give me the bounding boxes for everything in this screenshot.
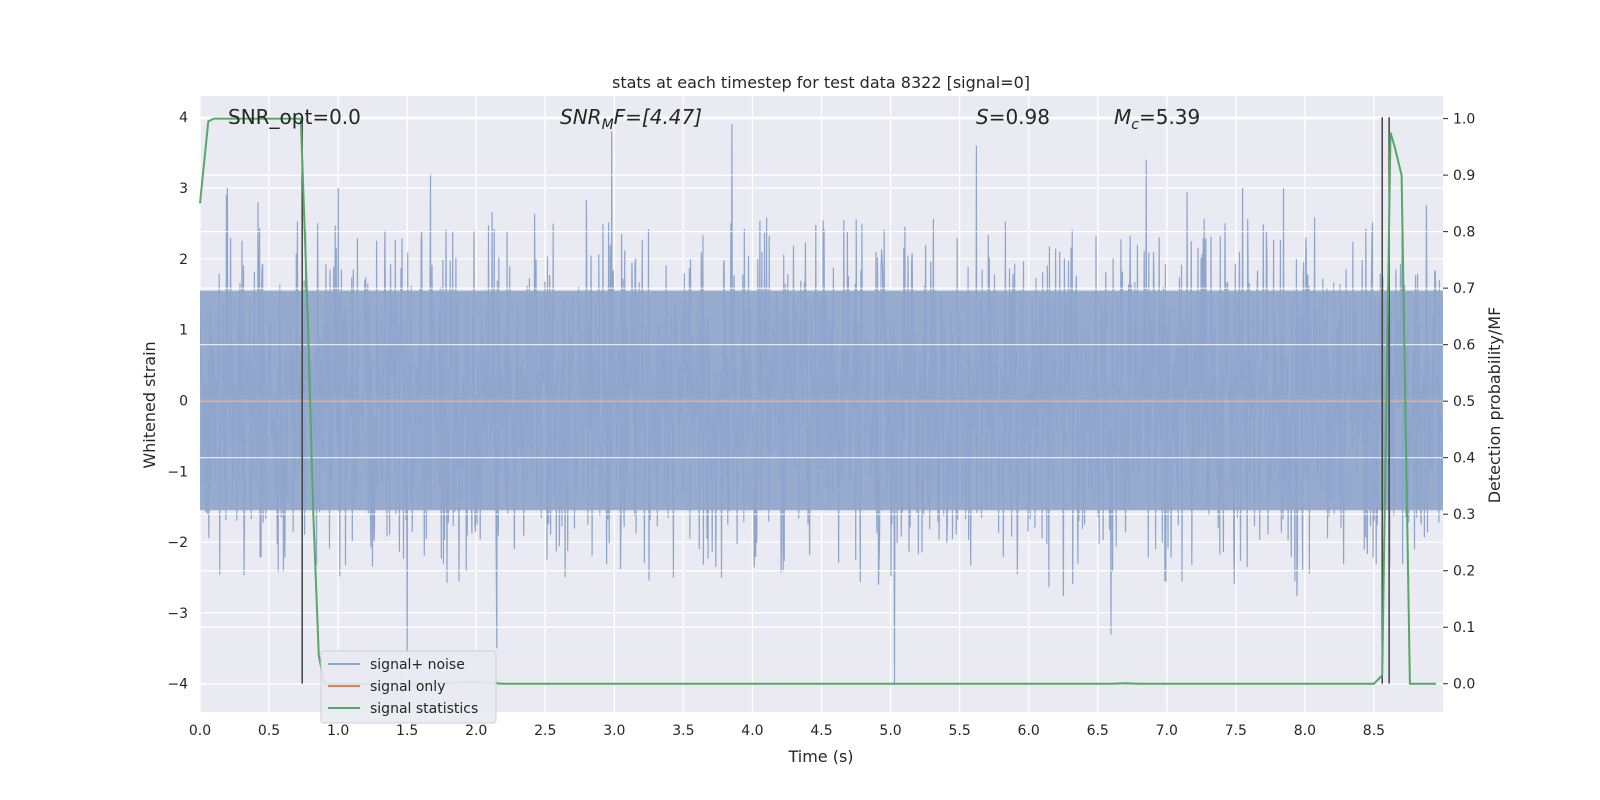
y-left-tick-label: −1 xyxy=(167,464,188,480)
y-axis-label-right: Detection probability/MF xyxy=(1485,307,1504,504)
x-tick-label: 4.0 xyxy=(741,723,763,739)
y-right-tick-label: 0.7 xyxy=(1453,281,1475,297)
y-right-tick-label: 0.1 xyxy=(1453,620,1475,636)
y-right-tick-label: 0.3 xyxy=(1453,507,1475,523)
y-left-tick-label: 4 xyxy=(179,110,188,126)
tick-labels: 0.0 0.5 1.0 1.5 2.0 2.5 3.0 3.5 4.0 4.5 5.0 5.5 6.0 6… xyxy=(167,110,1475,739)
annotation-s: S=0.98 xyxy=(976,105,1050,129)
x-tick-label: 0.0 xyxy=(189,723,211,739)
y-right-tick-label: 0.9 xyxy=(1453,168,1475,184)
x-tick-label: 3.5 xyxy=(672,723,694,739)
x-tick-label: 5.5 xyxy=(948,723,970,739)
x-axis-label: Time (s) xyxy=(787,747,853,766)
y-right-tick-label: 0.5 xyxy=(1453,394,1475,410)
y-left-tick-label: −3 xyxy=(167,606,188,622)
legend-box xyxy=(320,650,497,724)
y-right-tick-label: 0.6 xyxy=(1453,338,1475,354)
y-right-tick-label: 0.4 xyxy=(1453,451,1475,467)
x-tick-label: 6.0 xyxy=(1018,723,1040,739)
x-tick-label: 2.0 xyxy=(465,723,487,739)
x-tick-label: 5.0 xyxy=(879,723,901,739)
chart-title: stats at each timestep for test data 832… xyxy=(612,73,1030,92)
x-tick-label: 0.5 xyxy=(258,723,280,739)
y-right-tick-label: 1.0 xyxy=(1453,112,1475,128)
x-tick-label: 1.5 xyxy=(396,723,418,739)
y-left-tick-label: 3 xyxy=(179,181,188,197)
legend-label-signal-only: signal only xyxy=(370,679,445,695)
y-right-tick-label: 0.8 xyxy=(1453,225,1475,241)
legend-label-signal-statistics: signal statistics xyxy=(370,701,478,717)
x-tick-label: 1.0 xyxy=(327,723,349,739)
x-tick-label: 7.0 xyxy=(1156,723,1178,739)
annotation-snr-opt: SNR_opt=0.0 xyxy=(228,105,361,129)
x-tick-label: 6.5 xyxy=(1087,723,1109,739)
signal-statistics-series xyxy=(199,117,1437,685)
y-right-tick-label: 0.2 xyxy=(1453,564,1475,580)
annotation-mc: Mc=5.39 xyxy=(1114,105,1200,133)
y-left-tick-label: −2 xyxy=(167,535,188,551)
signal-statistics-line xyxy=(199,117,1437,685)
x-tick-label: 3.0 xyxy=(603,723,625,739)
y-right-tick-label: 0.0 xyxy=(1453,677,1475,693)
y-left-tick-label: 0 xyxy=(179,393,188,409)
x-tick-label: 7.5 xyxy=(1225,723,1247,739)
y-axis-label-left: Whitened strain xyxy=(140,341,159,468)
y-left-tick-label: −4 xyxy=(167,677,188,693)
legend-label-signal-noise: signal+ noise xyxy=(370,657,465,673)
x-tick-label: 8.0 xyxy=(1294,723,1316,739)
x-tick-label: 2.5 xyxy=(534,723,556,739)
legend: signal+ noise signal only signal statist… xyxy=(320,650,497,724)
y-left-tick-label: 2 xyxy=(179,252,188,268)
x-tick-label: 8.5 xyxy=(1363,723,1385,739)
annotation-snr-mf: SNRMF=[4.47] xyxy=(560,105,702,133)
y-left-tick-label: 1 xyxy=(179,323,188,339)
x-tick-label: 4.5 xyxy=(810,723,832,739)
